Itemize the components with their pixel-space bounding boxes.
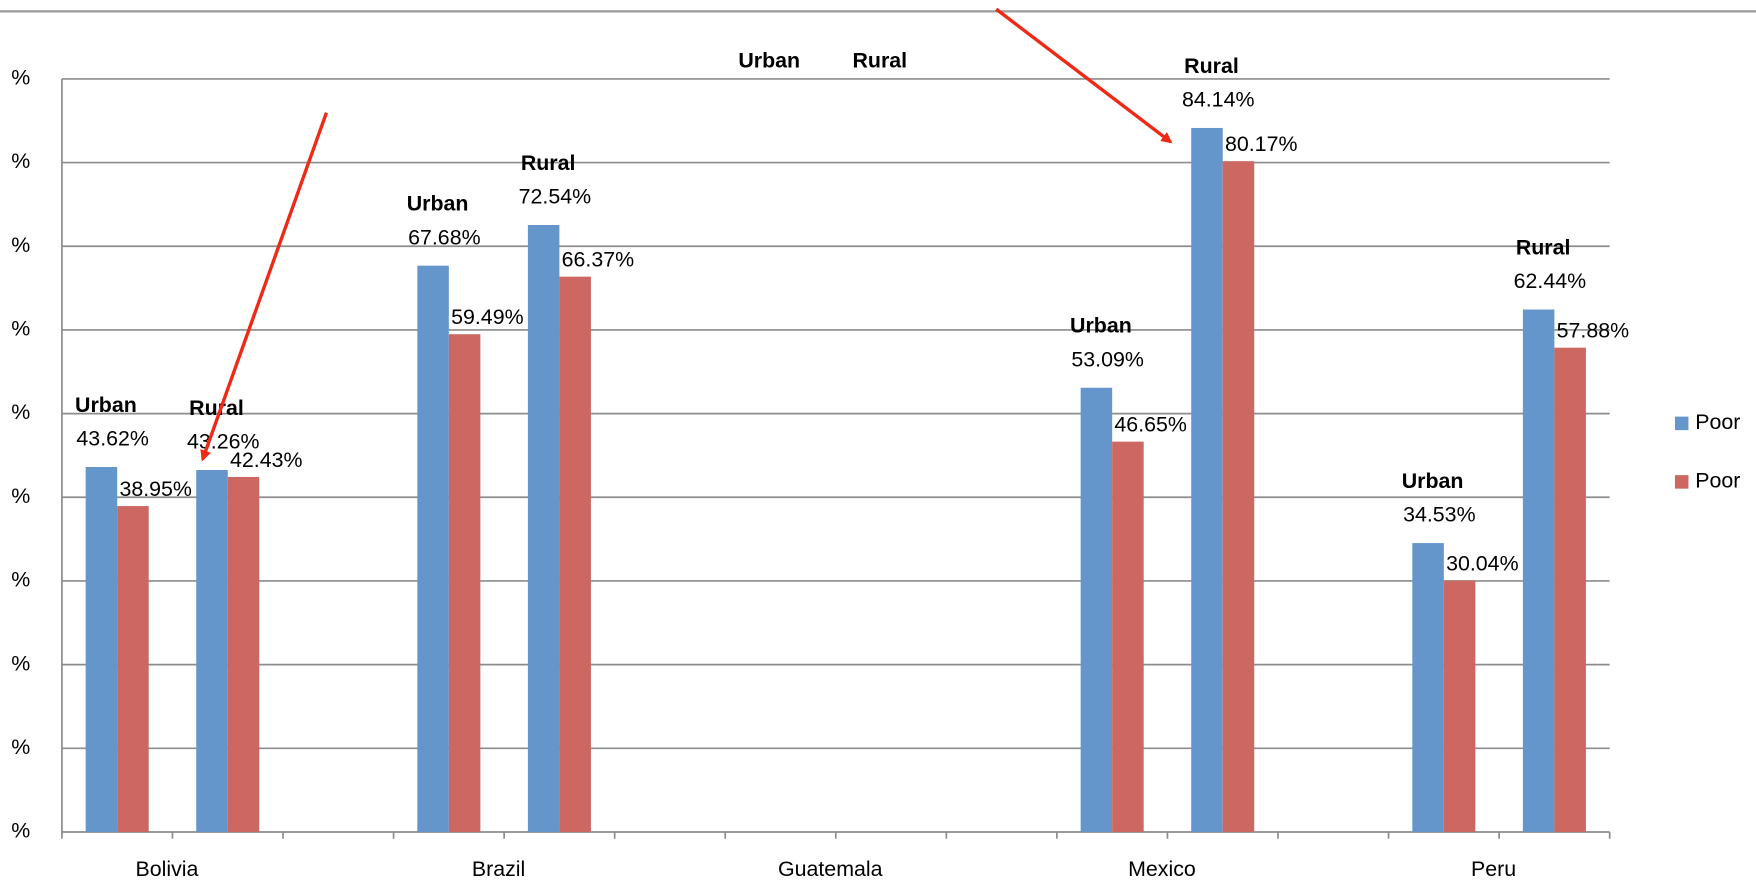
y-tick-label: %	[11, 66, 30, 90]
value-label: 80.17%	[1225, 132, 1297, 156]
bar	[527, 225, 560, 832]
x-tick-label: Brazil	[472, 857, 525, 881]
bar	[85, 466, 118, 832]
x-tick-label: Bolivia	[135, 857, 198, 881]
value-label: 62.44%	[1514, 269, 1587, 293]
arrow	[995, 7, 1173, 144]
group-label: Urban	[407, 192, 469, 216]
y-tick-label: %	[11, 149, 30, 173]
bar	[117, 506, 149, 832]
y-tick-label: %	[11, 233, 30, 257]
bar	[1191, 127, 1223, 832]
y-tick-label: %	[11, 819, 30, 843]
group-label: Rural	[1184, 54, 1239, 78]
y-tick-label: %	[11, 317, 30, 341]
value-label: 84.14%	[1182, 88, 1255, 112]
bar	[1443, 580, 1476, 832]
y-tick-label: %	[11, 735, 30, 759]
bar	[1112, 441, 1144, 832]
group-label: Urban	[1070, 314, 1132, 338]
value-label: 53.09%	[1071, 347, 1144, 371]
legend-swatch	[1674, 475, 1689, 489]
value-label: 38.95%	[119, 477, 191, 501]
value-label: 57.88%	[1557, 319, 1630, 343]
group-label: Rural	[521, 151, 576, 175]
bar	[196, 470, 228, 832]
x-tick-label: Mexico	[1128, 857, 1196, 881]
arrow	[200, 112, 329, 462]
value-label: 30.04%	[1446, 552, 1519, 576]
value-label: 66.37%	[562, 248, 635, 272]
bar	[559, 276, 591, 832]
value-label: 43.26%	[187, 430, 259, 454]
x-tick-label: Peru	[1471, 857, 1516, 881]
group-label: Rural	[1516, 235, 1571, 259]
group-label: Urban	[738, 49, 800, 73]
value-label: 67.68%	[408, 225, 481, 249]
x-tick-label: Guatemala	[778, 857, 883, 881]
bar	[227, 476, 260, 832]
y-tick-label: %	[11, 568, 30, 592]
bar	[1412, 543, 1444, 832]
value-label: 42.43%	[230, 448, 302, 472]
value-label: 46.65%	[1114, 413, 1186, 437]
value-label: 72.54%	[519, 185, 592, 209]
bar	[1080, 387, 1113, 832]
value-label: 43.62%	[76, 427, 148, 451]
bar	[1554, 347, 1586, 832]
group-label: Urban	[1402, 469, 1464, 493]
group-label: Urban	[75, 393, 137, 417]
plot: %%%%%%%%%% Bolivia 43.62% 38.95% Urban 43.26%…	[11, 49, 1740, 881]
value-label: 59.49%	[451, 305, 523, 329]
y-tick-label: %	[11, 400, 30, 424]
legend-label: Poor	[1695, 469, 1740, 493]
value-label: 34.53%	[1403, 503, 1475, 527]
bar	[1222, 161, 1255, 832]
bar	[1522, 309, 1555, 832]
y-tick-label: %	[11, 651, 30, 675]
bar	[448, 334, 481, 832]
group-label: Rural	[852, 49, 907, 73]
legend-label: Poor	[1695, 410, 1740, 434]
legend-swatch	[1674, 416, 1689, 431]
y-tick-label: %	[11, 484, 30, 508]
bar	[417, 265, 449, 832]
